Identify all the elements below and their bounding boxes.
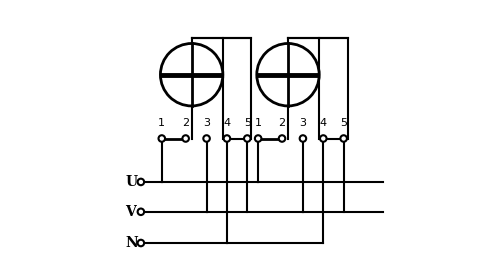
Circle shape — [320, 135, 326, 142]
Bar — [223, 38, 252, 138]
Circle shape — [158, 135, 165, 142]
Circle shape — [244, 135, 250, 142]
Circle shape — [138, 240, 144, 246]
Circle shape — [182, 135, 189, 142]
Circle shape — [255, 135, 262, 142]
Text: V: V — [125, 205, 136, 219]
Text: 2: 2 — [278, 118, 285, 128]
Text: 5: 5 — [244, 118, 251, 128]
Text: 4: 4 — [224, 118, 230, 128]
Circle shape — [279, 135, 285, 142]
Circle shape — [340, 135, 347, 142]
Text: 5: 5 — [340, 118, 347, 128]
Circle shape — [138, 179, 144, 185]
Text: 3: 3 — [203, 118, 210, 128]
Circle shape — [300, 135, 306, 142]
Text: 3: 3 — [300, 118, 306, 128]
Text: 1: 1 — [158, 118, 166, 128]
Text: 1: 1 — [254, 118, 262, 128]
Circle shape — [204, 135, 210, 142]
Circle shape — [138, 209, 144, 215]
Text: N: N — [125, 236, 138, 250]
Text: 2: 2 — [182, 118, 189, 128]
Text: U: U — [125, 175, 138, 189]
Text: 4: 4 — [320, 118, 327, 128]
Circle shape — [224, 135, 230, 142]
Bar — [319, 38, 348, 138]
